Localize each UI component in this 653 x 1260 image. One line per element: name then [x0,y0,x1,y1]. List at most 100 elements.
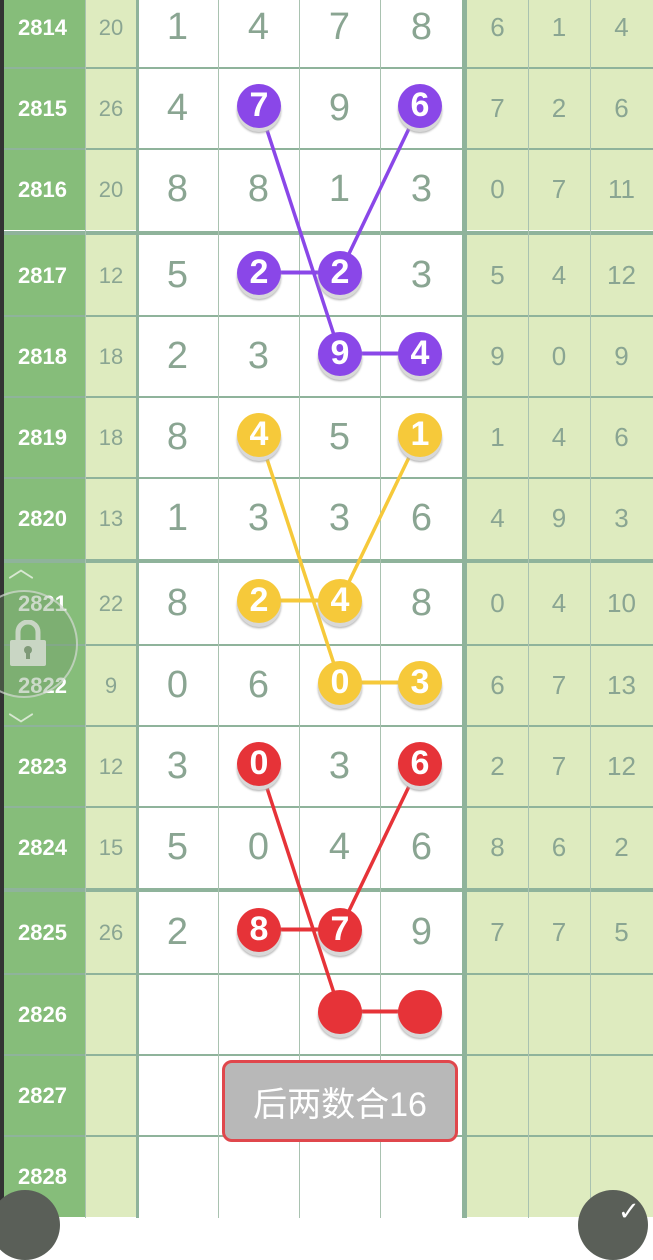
digit-cell: 8 [137,149,218,230]
digit-cell: 3 [137,726,218,807]
highlight-ball [318,989,362,1034]
stat-cell: 5 [590,892,653,973]
digit-cell [137,1055,218,1136]
row-divider [0,559,653,563]
highlight-ball: 1 [398,412,442,457]
stat-cell: 0 [467,563,528,644]
column-divider [590,0,591,1218]
highlight-ball: 4 [237,412,281,457]
stat-cell: 1 [467,397,528,478]
period-cell: 2827 [0,1055,85,1136]
column-divider [218,0,219,1218]
period-cell: 2817 [0,235,85,316]
highlight-ball: 2 [237,578,281,623]
sum-tooltip: 后两数合16 [222,1060,458,1142]
stat-cell [467,1055,528,1136]
sum-cell [85,1055,137,1136]
check-icon: ✓ [618,1196,640,1226]
highlight-ball: 6 [398,741,442,786]
stat-cell [590,1055,653,1136]
chevron-down-icon[interactable]: ﹀ [8,711,35,741]
digit-cell: 2 [137,316,218,397]
digit-cell [299,1136,380,1217]
period-cell: 2824 [0,807,85,888]
digit-cell [218,1136,299,1217]
digit-cell: 3 [218,478,299,559]
trend-grid: 2814 20 1 4 7 8 6 1 4 2815 26 4 9 7 2 6 2816 20 8 8 1 3 0 7 11 28… [0,0,653,1218]
stat-cell: 7 [528,726,590,807]
highlight-ball: 0 [237,741,281,786]
stat-cell: 3 [590,478,653,559]
stat-cell: 6 [590,397,653,478]
highlight-ball: 3 [398,660,442,705]
chevron-up-icon[interactable]: ︿ [8,553,35,583]
stat-cell: 11 [590,149,653,230]
period-cell: 2819 [0,397,85,478]
highlight-ball: 2 [318,250,362,295]
row-divider [0,231,653,235]
stat-cell: 7 [467,68,528,149]
column-divider [528,0,529,1218]
digit-cell: 5 [299,397,380,478]
digit-cell: 3 [218,316,299,397]
stat-cell: 8 [467,807,528,888]
stat-cell: 7 [528,892,590,973]
stat-cell: 0 [467,149,528,230]
sum-cell: 22 [85,563,137,644]
highlight-ball: 0 [318,660,362,705]
stat-cell: 1 [528,0,590,68]
row-divider [0,1054,653,1056]
stat-cell: 2 [528,68,590,149]
stat-cell: 4 [528,235,590,316]
lock-icon [10,620,46,666]
stat-cell: 4 [528,563,590,644]
sum-cell: 15 [85,807,137,888]
stat-cell: 9 [528,478,590,559]
digit-cell: 8 [380,563,463,644]
trend-line [257,433,342,684]
stat-cell: 2 [590,807,653,888]
stat-cell: 6 [467,645,528,726]
stat-cell: 5 [467,235,528,316]
row-divider [0,477,653,479]
stat-cell: 6 [467,0,528,68]
stat-cell: 4 [467,478,528,559]
highlight-ball: 4 [398,331,442,376]
stat-cell: 4 [590,0,653,68]
trend-line [338,433,422,602]
period-cell: 2823 [0,726,85,807]
column-divider [136,0,139,1218]
stat-cell: 12 [590,726,653,807]
digit-cell: 4 [218,0,299,68]
highlight-ball: 7 [237,83,281,128]
sum-cell: 18 [85,397,137,478]
stat-cell: 13 [590,645,653,726]
stat-cell: 4 [528,397,590,478]
stat-cell: 9 [467,316,528,397]
stat-cell [467,974,528,1055]
stat-cell [528,1136,590,1217]
stat-cell [528,1055,590,1136]
stat-cell [467,1136,528,1217]
row-divider [0,725,653,727]
lock-button[interactable] [0,590,78,698]
stat-cell: 7 [528,149,590,230]
digit-cell: 5 [137,235,218,316]
column-divider [380,0,381,1218]
digit-cell [380,1136,463,1217]
sum-cell: 20 [85,149,137,230]
column-divider [85,0,86,1218]
stat-cell: 12 [590,235,653,316]
column-divider [462,0,467,1218]
confirm-button[interactable]: ✓ [578,1190,648,1260]
digit-cell: 9 [380,892,463,973]
stat-cell: 7 [467,892,528,973]
sum-cell: 26 [85,892,137,973]
sum-cell [85,974,137,1055]
trend-line [338,762,422,931]
digit-cell: 1 [137,0,218,68]
trend-line [257,762,342,1013]
stat-cell: 2 [467,726,528,807]
stat-cell: 9 [590,316,653,397]
stat-cell: 6 [528,807,590,888]
